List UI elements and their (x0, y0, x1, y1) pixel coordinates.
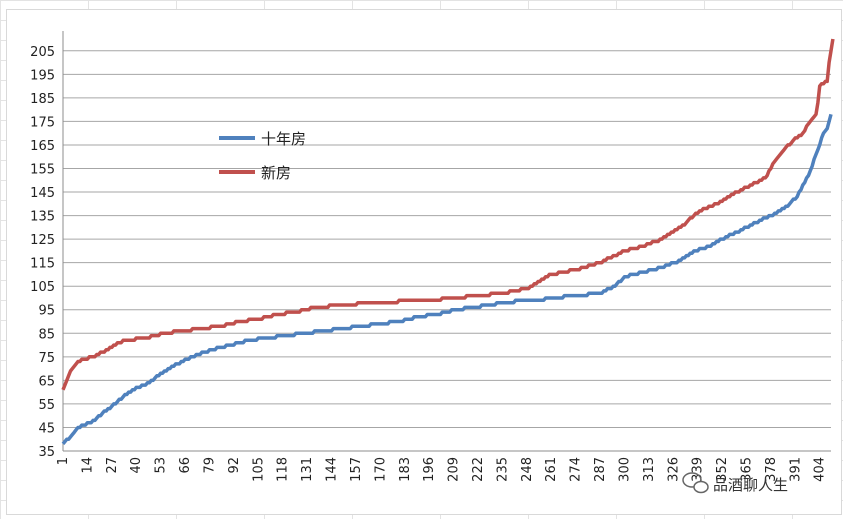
x-tick-label: 248 (520, 457, 535, 482)
x-tick-label: 157 (349, 457, 364, 482)
x-tick-label: 339 (691, 457, 706, 482)
wechat-logo-icon (682, 472, 709, 494)
y-tick-label: 85 (38, 327, 55, 342)
y-tick-label: 35 (38, 445, 55, 460)
x-tick-label: 53 (154, 457, 169, 474)
chart-area[interactable]: 35 45 55 65 75 85 95 105 115 125 135 145 155 165 175 18… (6, 9, 842, 515)
y-tick-label: 55 (38, 398, 55, 413)
x-tick-label: 300 (617, 457, 632, 482)
x-axis-ticks: 1 14 27 40 53 66 79 92 105 118 131 144 157 170 183 196 2… (56, 457, 828, 482)
x-tick-label: 183 (398, 457, 413, 482)
x-tick-label: 14 (80, 457, 95, 474)
y-tick-label: 175 (30, 115, 55, 130)
x-tick-label: 222 (471, 457, 486, 482)
x-tick-label: 1 (56, 457, 71, 465)
y-tick-label: 185 (30, 92, 55, 107)
series-lines (61, 38, 835, 446)
x-tick-label: 261 (544, 457, 559, 482)
x-tick-label: 313 (642, 457, 657, 482)
x-tick-label: 131 (300, 457, 315, 482)
y-tick-label: 75 (38, 351, 55, 366)
legend-label-xinfang: 新房 (261, 164, 291, 182)
x-tick-label: 378 (764, 457, 779, 482)
series-line-xinfang[interactable] (61, 38, 835, 391)
x-tick-label: 40 (129, 457, 144, 474)
x-tick-label: 92 (227, 457, 242, 474)
x-tick-label: 105 (251, 457, 266, 482)
x-tick-label: 365 (740, 457, 755, 482)
y-tick-label: 125 (30, 233, 55, 248)
wechat-watermark: 品酒聊人生 (682, 472, 788, 494)
x-tick-label: 235 (495, 457, 510, 482)
y-tick-label: 115 (30, 257, 55, 272)
line-chart: 35 45 55 65 75 85 95 105 115 125 135 145 155 165 175 18… (30, 31, 835, 494)
y-tick-label: 165 (30, 139, 55, 154)
x-tick-label: 391 (788, 457, 803, 482)
x-tick-label: 196 (422, 457, 437, 482)
x-tick-label: 352 (715, 457, 730, 482)
x-tick-label: 287 (593, 457, 608, 482)
x-tick-label: 118 (276, 457, 291, 482)
y-tick-label: 145 (30, 186, 55, 201)
y-tick-label: 95 (38, 304, 55, 319)
y-tick-label: 105 (30, 280, 55, 295)
x-tick-label: 326 (666, 457, 681, 482)
legend[interactable]: 十年房 新房 (219, 130, 306, 182)
legend-label-shinianfang: 十年房 (261, 130, 306, 148)
y-tick-label: 135 (30, 210, 55, 225)
y-tick-label: 45 (38, 421, 55, 436)
y-tick-label: 155 (30, 162, 55, 177)
x-tick-label: 144 (325, 457, 340, 482)
y-tick-label: 205 (30, 45, 55, 60)
x-tick-label: 79 (202, 457, 217, 474)
y-axis-ticks: 35 45 55 65 75 85 95 105 115 125 135 145 155 165 175 18… (30, 45, 55, 460)
x-tick-label: 209 (447, 457, 462, 482)
x-tick-label: 274 (569, 457, 584, 482)
x-tick-label: 27 (105, 457, 120, 474)
x-tick-label: 404 (813, 457, 828, 482)
y-tick-label: 65 (38, 374, 55, 389)
watermark-text: 品酒聊人生 (713, 476, 788, 494)
x-tick-label: 66 (178, 457, 193, 474)
y-tick-label: 195 (30, 68, 55, 83)
x-tick-label: 170 (373, 457, 388, 482)
series-line-shinianfang[interactable] (61, 113, 833, 446)
gridlines (62, 31, 831, 452)
